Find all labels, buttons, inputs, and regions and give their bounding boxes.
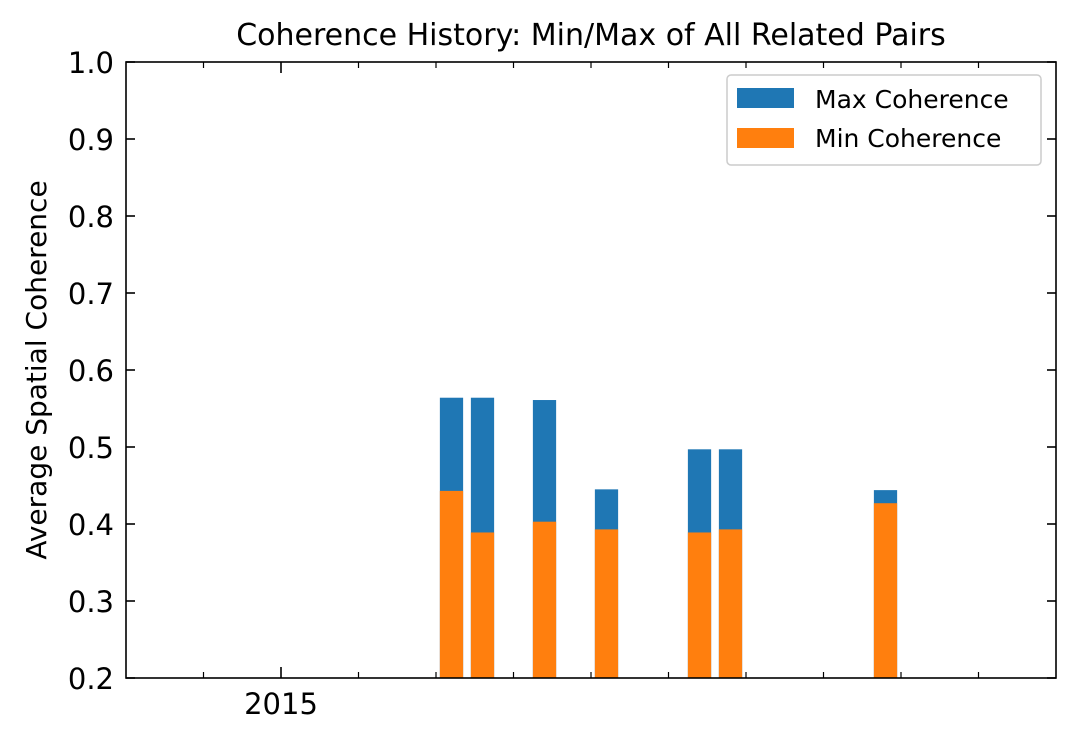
bar-min-2 — [470, 532, 495, 678]
legend: Max Coherence Min Coherence — [726, 74, 1042, 166]
plot-frame — [125, 61, 1057, 679]
legend-swatch-min — [737, 128, 794, 148]
chart-title: Coherence History: Min/Max of All Relate… — [236, 18, 946, 53]
bar-min-5 — [687, 532, 712, 678]
y-tick-label: 0.5 — [68, 431, 114, 465]
bar-min-4 — [594, 529, 619, 678]
bar-min-1 — [439, 490, 464, 678]
y-tick-label: 0.8 — [68, 200, 114, 234]
y-axis-label: Average Spatial Coherence — [20, 180, 53, 559]
y-tick-label: 0.7 — [68, 277, 114, 311]
y-tick-label: 1.0 — [68, 46, 114, 80]
bar-min-3 — [532, 521, 557, 678]
legend-swatch-max — [737, 88, 794, 108]
bar-group — [439, 397, 898, 678]
y-tick-label: 0.4 — [68, 508, 114, 542]
y-tick-label: 0.9 — [68, 123, 114, 157]
legend-label-min: Min Coherence — [815, 124, 1001, 153]
y-tick-label: 0.6 — [68, 354, 114, 388]
y-tick-label: 0.3 — [68, 585, 114, 619]
y-tick-label: 0.2 — [68, 662, 114, 696]
axis-ticks: 0.2 0.3 0.4 0.5 0.6 0.7 0.8 0.9 1.0 2015 — [68, 46, 1056, 721]
x-tick-label: 2015 — [244, 687, 318, 721]
bar-min-6 — [718, 529, 743, 678]
legend-label-max: Max Coherence — [815, 85, 1009, 114]
legend-box — [726, 74, 1042, 166]
bar-min-7 — [873, 503, 898, 678]
